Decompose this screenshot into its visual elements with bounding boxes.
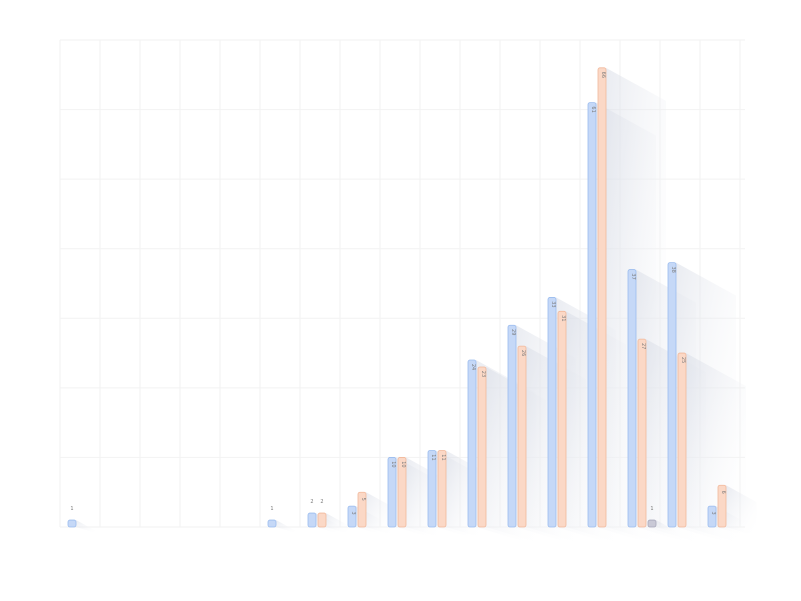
bar-value-label: 33 xyxy=(550,301,556,307)
bar xyxy=(517,345,527,528)
bar-value-label: 24 xyxy=(470,364,476,370)
bar xyxy=(637,338,647,528)
bar xyxy=(557,310,567,528)
bar xyxy=(677,352,687,528)
bar-value-label: 6 xyxy=(720,491,726,494)
bar-value-label: 61 xyxy=(590,106,596,112)
bar xyxy=(467,359,477,528)
bar-value-label: 10 xyxy=(400,461,406,467)
bar xyxy=(507,324,517,528)
bar-value-label: 23 xyxy=(480,371,486,377)
bar-shadow xyxy=(366,492,395,536)
bar-value-label: 25 xyxy=(680,357,686,363)
bar-shadow xyxy=(726,485,757,537)
bar-value-label: 3 xyxy=(710,512,716,515)
bar xyxy=(427,450,437,528)
bar-value-label: 37 xyxy=(630,273,636,279)
bar xyxy=(707,505,717,528)
bar-value-label: 2 xyxy=(320,499,323,505)
bar xyxy=(387,457,397,528)
bar-value-label: 27 xyxy=(640,343,646,349)
bar xyxy=(477,366,487,528)
bar-value-label: 29 xyxy=(510,329,516,335)
bar-shadow xyxy=(656,520,678,534)
bar-shadows xyxy=(76,67,757,545)
bar-shadow xyxy=(276,520,298,534)
bar xyxy=(627,269,637,528)
bar-value-label: 38 xyxy=(670,266,676,272)
bar xyxy=(647,519,657,528)
bar xyxy=(317,512,327,528)
bar xyxy=(667,262,677,528)
bar-shadow xyxy=(326,513,350,535)
bars xyxy=(67,67,727,528)
bar-value-label: 11 xyxy=(440,454,446,460)
bar xyxy=(357,491,367,528)
bar xyxy=(717,484,727,528)
bar-shadow xyxy=(76,520,98,534)
bar-value-label: 1 xyxy=(70,506,73,512)
bar xyxy=(597,67,607,528)
bar xyxy=(437,450,447,528)
bar-value-label: 31 xyxy=(560,315,566,321)
bar xyxy=(547,297,557,528)
bar xyxy=(267,519,277,528)
bar-value-label: 3 xyxy=(350,512,356,515)
bar-value-label: 10 xyxy=(390,461,396,467)
bar-value-label: 2 xyxy=(310,499,313,505)
bar xyxy=(397,457,407,528)
bar-value-label: 11 xyxy=(430,454,436,460)
bar-value-label: 5 xyxy=(360,498,366,501)
bar xyxy=(307,512,317,528)
bar-value-label: 1 xyxy=(270,506,273,512)
bar xyxy=(347,505,357,528)
bar xyxy=(587,102,597,528)
bar-value-label: 66 xyxy=(600,72,606,78)
bar-value-label: 1 xyxy=(650,506,653,512)
bar xyxy=(67,519,77,528)
bar-value-label: 26 xyxy=(520,350,526,356)
